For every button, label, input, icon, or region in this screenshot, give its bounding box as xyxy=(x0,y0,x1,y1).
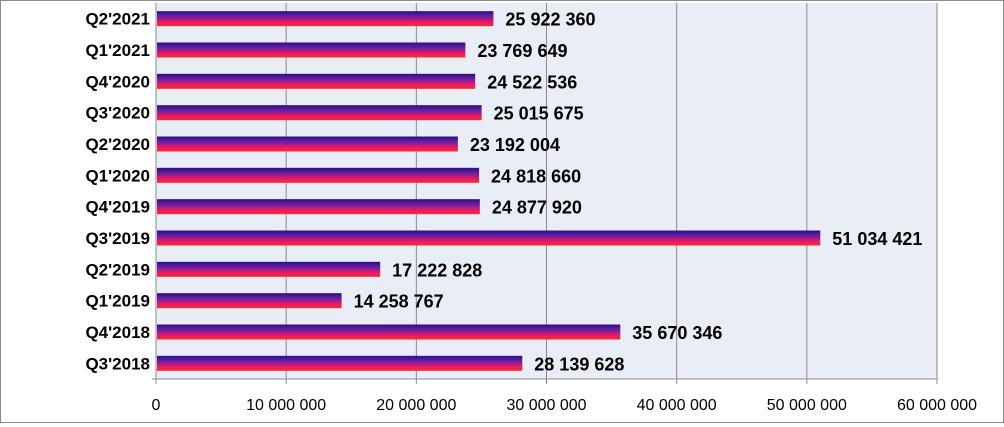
value-label: 14 258 767 xyxy=(354,292,444,312)
value-label: 24 522 536 xyxy=(487,72,577,92)
value-label: 24 818 660 xyxy=(491,166,581,186)
x-axis-ticks: 0 10 000 000 20 000 000 30 000 000 40 000 00… xyxy=(152,379,977,414)
bar xyxy=(157,11,494,27)
bar xyxy=(157,73,476,89)
x-tick-label: 50 000 000 xyxy=(767,397,847,414)
category-label: Q3'2020 xyxy=(85,104,150,123)
category-label: Q1'2021 xyxy=(85,41,150,60)
category-label: Q3'2019 xyxy=(85,229,150,248)
value-label: 25 015 675 xyxy=(494,104,584,124)
bar xyxy=(157,355,523,371)
bar xyxy=(157,230,821,246)
x-tick-label: 10 000 000 xyxy=(246,397,326,414)
bar xyxy=(157,324,621,340)
category-label: Q2'2020 xyxy=(85,135,150,154)
bar xyxy=(157,199,480,215)
value-label: 25 922 360 xyxy=(505,10,595,30)
x-tick-label: 30 000 000 xyxy=(506,397,586,414)
bar xyxy=(157,261,381,277)
x-tick-label: 60 000 000 xyxy=(897,397,977,414)
bar xyxy=(157,167,480,183)
category-label: Q2'2021 xyxy=(85,10,150,29)
value-labels: 28 139 628 35 670 346 14 258 767 17 222 828… xyxy=(354,10,923,375)
value-label: 35 670 346 xyxy=(632,323,722,343)
category-label: Q1'2020 xyxy=(85,166,150,185)
value-label: 17 222 828 xyxy=(392,260,482,280)
category-label: Q1'2019 xyxy=(85,292,150,311)
category-label: Q4'2020 xyxy=(85,72,150,91)
gridlines xyxy=(285,3,938,379)
value-label: 51 034 421 xyxy=(832,229,922,249)
category-label: Q3'2018 xyxy=(85,354,150,373)
category-label: Q2'2019 xyxy=(85,260,150,279)
x-tick-label: 0 xyxy=(152,397,161,414)
value-label: 24 877 920 xyxy=(492,198,582,218)
bar xyxy=(157,42,466,58)
x-tick-label: 40 000 000 xyxy=(637,397,717,414)
value-label: 23 769 649 xyxy=(477,41,567,61)
bar xyxy=(157,293,342,309)
category-labels: Q3'2018 Q4'2018 Q1'2019 Q2'2019 Q3'2019 Q4'20… xyxy=(85,10,150,374)
category-label: Q4'2018 xyxy=(85,323,150,342)
value-label: 28 139 628 xyxy=(534,354,624,374)
category-label: Q4'2019 xyxy=(85,198,150,217)
bar xyxy=(157,136,458,152)
value-label: 23 192 004 xyxy=(470,135,560,155)
bars xyxy=(157,11,821,371)
bar xyxy=(157,105,482,121)
x-tick-label: 20 000 000 xyxy=(376,397,456,414)
